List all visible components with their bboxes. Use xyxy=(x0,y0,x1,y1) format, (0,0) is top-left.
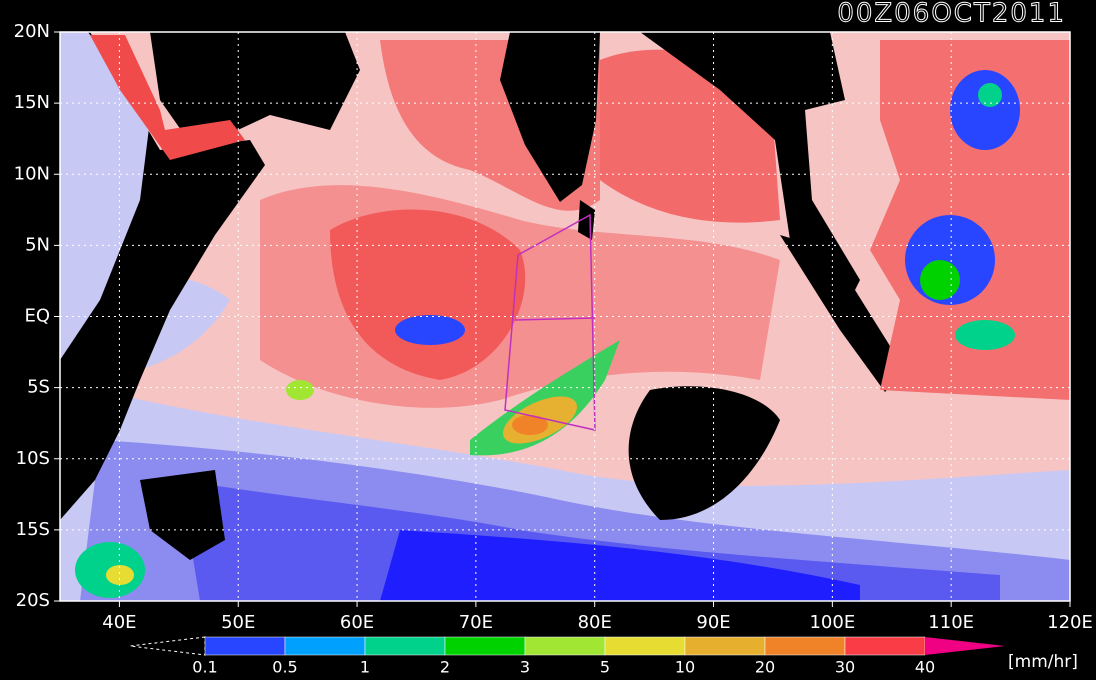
colorbar-segment xyxy=(524,636,606,656)
colorbar-label: 10 xyxy=(675,658,695,677)
heavy-rain-area xyxy=(955,320,1015,350)
lon-tick-label: 50E xyxy=(221,612,255,633)
lat-tick-label: 10N xyxy=(14,163,50,184)
heavy-rain-area xyxy=(106,565,134,585)
rain-area xyxy=(90,35,245,160)
colorbar-label: 0.1 xyxy=(192,658,217,677)
colorbar-label: 2 xyxy=(440,658,450,677)
colorbar-segment xyxy=(284,636,366,656)
light-rain-area xyxy=(380,530,860,601)
heavy-rain-area xyxy=(978,83,1002,107)
lon-tick-label: 110E xyxy=(928,612,974,633)
lon-tick-label: 70E xyxy=(459,612,493,633)
dry-area xyxy=(628,386,780,520)
lon-tick-label: 120E xyxy=(1047,612,1093,633)
lon-tick-label: 90E xyxy=(696,612,730,633)
lon-tick-label: 80E xyxy=(578,612,612,633)
lat-tick-label: 15N xyxy=(14,92,50,113)
colorbar-segment xyxy=(684,636,766,656)
lat-tick-label: 5N xyxy=(25,234,50,255)
title: 00Z06OCT2011 xyxy=(837,0,1066,29)
lat-tick-label: 20N xyxy=(14,21,50,42)
heavy-rain-area xyxy=(920,260,960,300)
colorbar-label: 3 xyxy=(520,658,530,677)
colorbar-segment xyxy=(604,636,686,656)
lon-tick-label: 40E xyxy=(102,612,136,633)
colorbar-segment xyxy=(764,636,846,656)
rain-area xyxy=(330,209,526,380)
colorbar-label: 1 xyxy=(360,658,370,677)
lat-tick-label: 20S xyxy=(16,590,50,611)
colorbar-segment xyxy=(364,636,446,656)
colorbar-segment xyxy=(444,636,526,656)
land-india xyxy=(500,32,600,202)
colorbar: 0.1 0.5 1 2 3 5 10 20 30 40 xyxy=(129,636,1005,677)
lon-tick-label: 60E xyxy=(340,612,374,633)
land-indochina xyxy=(640,32,860,300)
colorbar-label: 5 xyxy=(600,658,610,677)
land-sumatra xyxy=(780,235,905,392)
unit-label: [mm/hr] xyxy=(1008,652,1078,672)
lat-tick-label: 15S xyxy=(16,519,50,540)
lat-tick-label: 10S xyxy=(16,448,50,469)
colorbar-label: 20 xyxy=(755,658,775,677)
heavy-rain-area xyxy=(950,70,1020,150)
colorbar-label: 30 xyxy=(835,658,855,677)
colorbar-segment xyxy=(204,636,286,656)
over-triangle xyxy=(925,637,1005,655)
light-rain-area xyxy=(180,480,1000,601)
colorbar-label: 40 xyxy=(915,658,935,677)
colorbar-segment xyxy=(844,636,926,656)
lat-tick-label: EQ xyxy=(24,306,50,327)
light-rain-area xyxy=(60,32,150,360)
land-arabia xyxy=(150,32,360,150)
heavy-rain-area xyxy=(395,315,465,345)
map-frame xyxy=(59,31,1071,602)
land-madagascar xyxy=(140,470,225,560)
colorbar-label: 0.5 xyxy=(272,658,297,677)
under-triangle xyxy=(129,636,206,656)
heavy-rain-area xyxy=(512,415,548,435)
lon-tick-label: 100E xyxy=(809,612,855,633)
heavy-rain-area xyxy=(286,380,314,400)
lat-tick-label: 5S xyxy=(27,377,50,398)
